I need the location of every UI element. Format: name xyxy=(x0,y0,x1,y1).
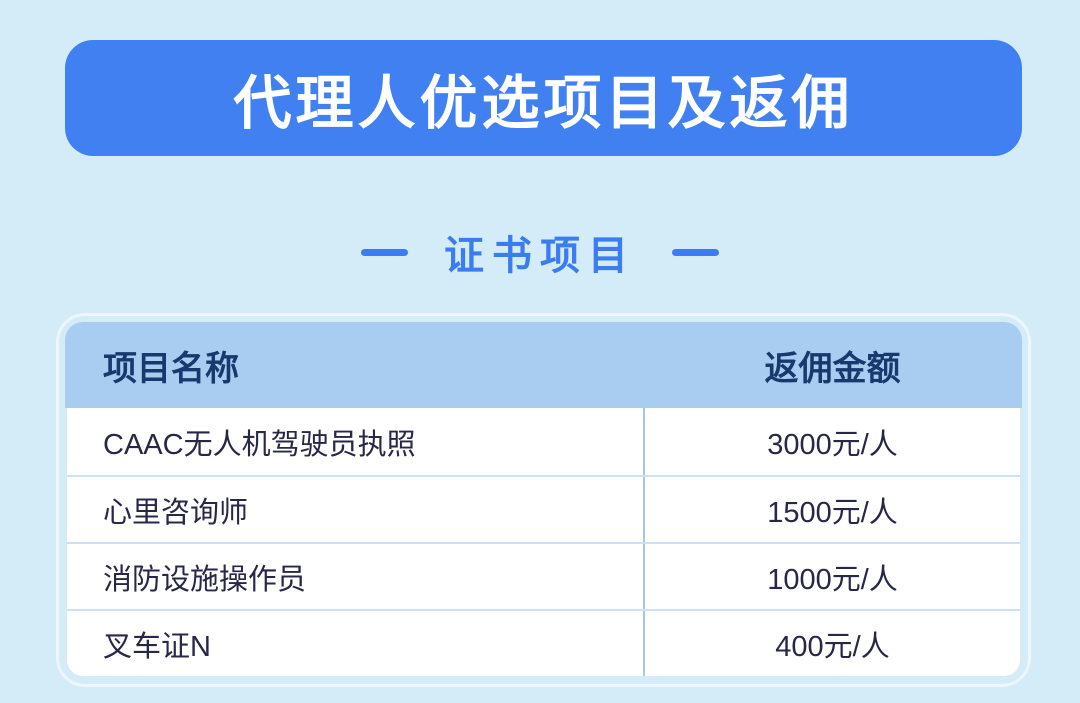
column-header-rebate-amount: 返佣金额 xyxy=(764,349,901,388)
table-row: CAAC无人机驾驶员执照 3000元/人 xyxy=(67,408,1020,475)
rebate-amount-cell: 3000元/人 xyxy=(643,408,1020,475)
rebate-amount-cell: 400元/人 xyxy=(643,611,1020,676)
rebate-amount-cell: 1500元/人 xyxy=(643,477,1020,542)
project-name-cell: CAAC无人机驾驶员执照 xyxy=(103,428,416,461)
section-heading: 证书项目 xyxy=(0,222,1080,282)
table-row: 叉车证N 400元/人 xyxy=(67,609,1020,676)
certificate-table: 项目名称 返佣金额 CAAC无人机驾驶员执照 3000元/人 心里咨询师 150… xyxy=(56,313,1031,687)
project-name-cell: 心里咨询师 xyxy=(103,496,249,529)
table-body: CAAC无人机驾驶员执照 3000元/人 心里咨询师 1500元/人 消防设施操… xyxy=(65,408,1022,678)
section-dash-right xyxy=(672,248,719,256)
page-title: 代理人优选项目及返佣 xyxy=(233,71,854,136)
section-dash-left xyxy=(361,248,408,256)
project-name-cell: 叉车证N xyxy=(103,630,211,663)
table-row: 消防设施操作员 1000元/人 xyxy=(67,542,1020,609)
project-name-cell: 消防设施操作员 xyxy=(103,563,307,596)
title-banner: 代理人优选项目及返佣 xyxy=(65,40,1022,156)
column-header-project-name: 项目名称 xyxy=(103,349,239,388)
section-title: 证书项目 xyxy=(444,234,636,278)
table-header-row: 项目名称 返佣金额 xyxy=(65,322,1022,408)
rebate-amount-cell: 1000元/人 xyxy=(643,544,1020,609)
table-row: 心里咨询师 1500元/人 xyxy=(67,475,1020,542)
